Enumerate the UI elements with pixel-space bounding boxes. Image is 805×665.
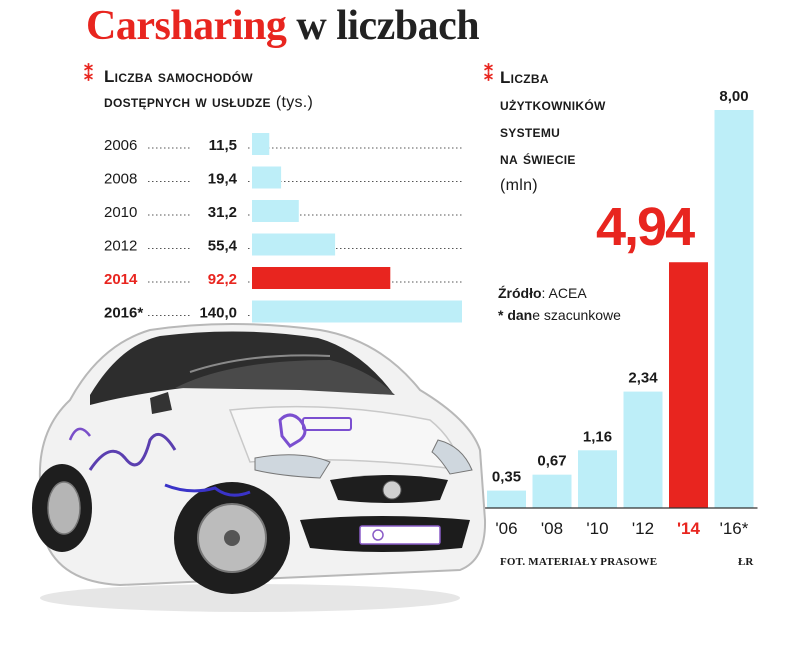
bar-2008	[252, 166, 282, 189]
bullet-arrow-icon-right: ⁑	[484, 64, 493, 84]
right-header-line4: na świecie	[500, 149, 576, 168]
bar-2014	[252, 267, 391, 289]
photo-credit: FOT. MATERIAŁY PRASOWE	[500, 556, 658, 568]
right-header-line1: Liczba	[500, 68, 549, 87]
label-bg	[100, 201, 148, 221]
source-note: Źródło: ACEA * dane szacunkowe	[498, 282, 621, 326]
bullet-arrow-icon: ⁑	[84, 64, 93, 84]
column-label-'10: '10	[586, 519, 608, 538]
column-label-'08: '08	[541, 519, 563, 538]
value-label-2016*: 140,0	[199, 305, 237, 322]
highlight-value: 4,94	[596, 197, 695, 257]
right-chart-header: Liczba użytkowników systemu na świecie (…	[500, 64, 606, 199]
column-value-'08: 0,67	[537, 453, 566, 470]
left-header-unit: (tys.)	[275, 94, 314, 111]
year-label-2012: 2012	[104, 238, 137, 255]
value-label-2014: 92,2	[208, 271, 237, 288]
label-bg	[100, 134, 148, 154]
source-label: Źródło	[498, 285, 542, 301]
source-value: : ACEA	[541, 285, 587, 301]
left-header-line1: Liczba samochodów	[104, 67, 253, 86]
note-bold: * dan	[498, 307, 533, 323]
column-'06	[487, 490, 526, 508]
value-label-2006: 11,5	[209, 137, 237, 154]
value-bg	[192, 134, 246, 154]
value-label-2008: 19,4	[208, 171, 238, 188]
bar-2006	[252, 133, 270, 155]
column-label-'14: '14	[677, 519, 700, 538]
bar-2012	[252, 233, 336, 256]
column-label-'06: '06	[495, 519, 517, 538]
year-label-2014: 2014	[104, 271, 138, 288]
column-'10	[578, 450, 617, 508]
column-'16*	[714, 110, 754, 508]
value-bg	[192, 301, 246, 322]
column-'14	[669, 262, 708, 508]
label-bg	[100, 167, 148, 188]
right-header-unit: (mln)	[500, 177, 538, 194]
note-rest: e szacunkowe	[532, 307, 621, 323]
page-title: Carsharing w liczbach	[86, 2, 480, 50]
column-value-'12: 2,34	[628, 370, 658, 387]
column-value-'10: 1,16	[583, 428, 612, 445]
bar-2010	[252, 200, 299, 222]
left-chart-header: Liczba samochodów dostępnych w usłudze (…	[104, 64, 313, 115]
bar-2016*	[252, 300, 462, 323]
year-label-2008: 2008	[104, 171, 137, 188]
year-label-2006: 2006	[104, 137, 137, 154]
label-bg	[100, 301, 148, 322]
column-value-'06: 0,35	[492, 469, 521, 486]
year-label-2010: 2010	[104, 204, 137, 221]
value-bg	[192, 234, 246, 255]
title-part2: w liczbach	[296, 3, 480, 49]
column-value-'16*: 8,00	[719, 88, 748, 105]
right-header-line3: systemu	[500, 122, 561, 141]
value-bg	[192, 167, 246, 188]
year-label-2016*: 2016*	[104, 305, 143, 322]
value-bg	[192, 201, 246, 221]
value-label-2012: 55,4	[208, 238, 238, 255]
right-header-line2: użytkowników	[500, 95, 606, 114]
column-label-'12: '12	[632, 519, 654, 538]
column-'08	[532, 474, 572, 508]
title-part1: Carsharing	[86, 3, 287, 49]
value-label-2010: 31,2	[208, 204, 237, 221]
column-'12	[623, 391, 663, 508]
left-header-line2: dostępnych w usłudze	[104, 92, 271, 111]
column-label-'16*: '16*	[720, 519, 749, 538]
label-bg	[100, 268, 148, 288]
label-bg	[100, 234, 148, 255]
author-credit: ŁR	[738, 556, 754, 568]
value-bg	[192, 268, 246, 288]
